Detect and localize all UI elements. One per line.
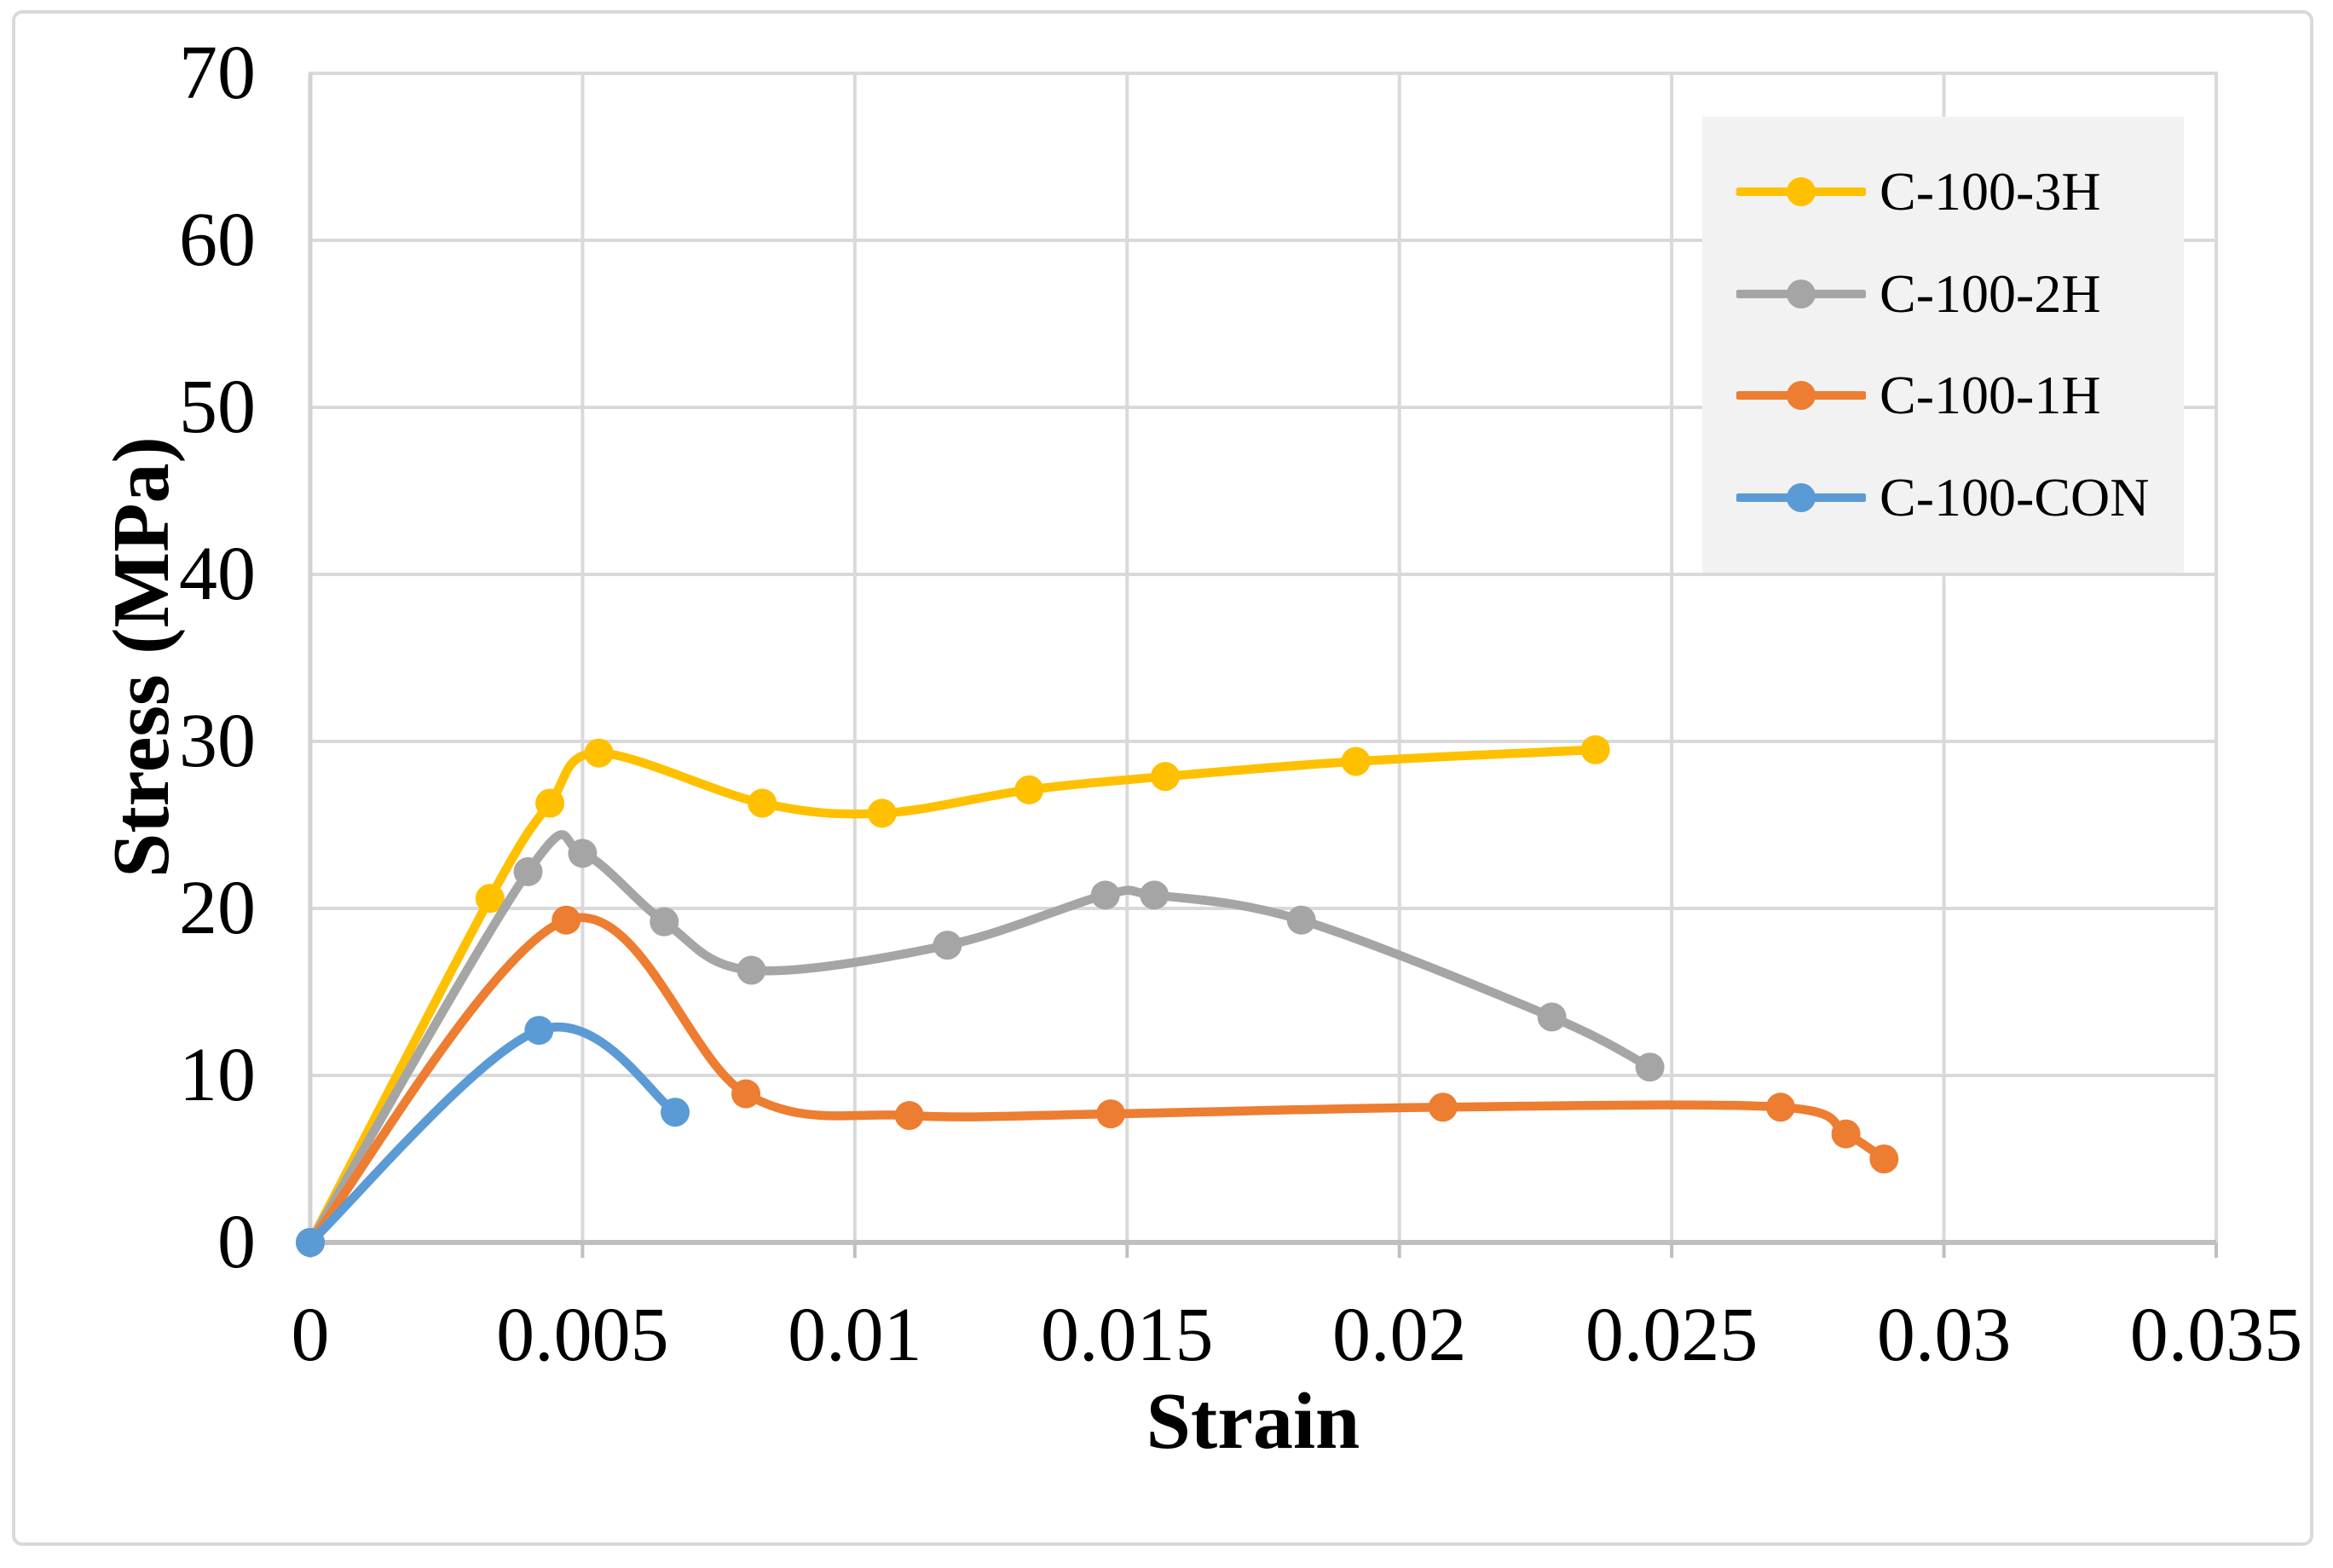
data-marker-c-100-3h xyxy=(475,884,505,914)
figure-border xyxy=(12,10,2313,1546)
y-tick-label-60: 60 xyxy=(179,198,256,282)
data-marker-c-100-2h xyxy=(736,955,766,985)
x-tick-label-0.03: 0.03 xyxy=(1876,1293,2012,1377)
x-tick-label-0.015: 0.015 xyxy=(1041,1293,1214,1377)
y-axis-title: Stress (MPa) xyxy=(97,436,186,878)
y-tick-label-50: 50 xyxy=(179,365,256,449)
data-marker-c-100-1h xyxy=(1831,1119,1861,1149)
legend-label: C-100-2H xyxy=(1880,262,2101,324)
data-marker-c-100-3h xyxy=(748,788,777,818)
data-marker-c-100-2h xyxy=(1537,1002,1567,1032)
data-marker-c-100-3h xyxy=(584,738,614,768)
legend-item-c-100-con: C-100-CON xyxy=(1736,470,2184,525)
data-marker-c-100-1h xyxy=(1096,1099,1126,1129)
data-marker-c-100-1h xyxy=(731,1079,761,1109)
series-line-c-100-2h xyxy=(305,830,1654,1248)
legend-line-marker-icon xyxy=(1736,381,1866,411)
data-marker-c-100-2h xyxy=(650,907,679,937)
y-tick-label-20: 20 xyxy=(179,866,256,950)
data-marker-c-100-3h xyxy=(1014,775,1044,804)
x-axis-title: Strain xyxy=(1146,1377,1360,1466)
legend: C-100-3H C-100-2H C-100-1H C-100-CON xyxy=(1702,117,2184,573)
y-tick-label-10: 10 xyxy=(179,1033,256,1117)
data-marker-c-100-2h xyxy=(1635,1052,1665,1082)
x-tick-label-0.01: 0.01 xyxy=(788,1293,922,1377)
series-line-c-100-3h xyxy=(305,745,1600,1248)
data-marker-c-100-1h xyxy=(1765,1092,1795,1122)
data-marker-c-100-2h xyxy=(1140,880,1169,910)
data-marker-c-100-2h xyxy=(1090,880,1120,910)
x-tick-label-0.025: 0.025 xyxy=(1585,1293,1758,1377)
data-marker-c-100-3h xyxy=(535,788,565,818)
data-marker-c-100-con xyxy=(524,1016,554,1046)
x-tick-label-0.035: 0.035 xyxy=(2129,1293,2303,1377)
data-marker-c-100-3h xyxy=(1341,747,1371,776)
x-tick-label-0.02: 0.02 xyxy=(1331,1293,1467,1377)
y-tick-label-0: 0 xyxy=(217,1200,256,1284)
legend-line-marker-icon xyxy=(1736,176,1866,206)
data-marker-c-100-1h xyxy=(1869,1144,1899,1173)
legend-item-c-100-1h: C-100-1H xyxy=(1736,368,2184,423)
legend-line-marker-icon xyxy=(1736,279,1866,308)
data-marker-c-100-3h xyxy=(867,798,897,828)
y-tick-label-30: 30 xyxy=(179,699,256,783)
data-marker-c-100-3h xyxy=(1151,762,1181,792)
legend-line-marker-icon xyxy=(1736,483,1866,513)
x-tick-label-0.005: 0.005 xyxy=(496,1293,669,1377)
legend-label: C-100-1H xyxy=(1880,365,2101,426)
data-marker-c-100-1h xyxy=(894,1101,924,1131)
legend-item-c-100-2h: C-100-2H xyxy=(1736,262,2184,324)
data-marker-c-100-con xyxy=(296,1228,325,1257)
data-marker-c-100-2h xyxy=(568,839,598,868)
data-marker-c-100-1h xyxy=(551,905,581,935)
legend-label: C-100-3H xyxy=(1880,160,2101,222)
data-marker-c-100-con xyxy=(661,1098,690,1127)
legend-item-c-100-3h: C-100-3H xyxy=(1736,164,2184,219)
data-marker-c-100-2h xyxy=(933,931,962,960)
data-marker-c-100-2h xyxy=(513,856,543,886)
y-tick-label-70: 70 xyxy=(179,31,256,115)
data-marker-c-100-3h xyxy=(1580,735,1610,764)
data-marker-c-100-1h xyxy=(1428,1092,1458,1122)
x-tick-label-0: 0 xyxy=(291,1293,330,1377)
legend-label: C-100-CON xyxy=(1880,467,2150,528)
y-tick-label-40: 40 xyxy=(179,532,256,616)
data-marker-c-100-2h xyxy=(1286,905,1316,935)
